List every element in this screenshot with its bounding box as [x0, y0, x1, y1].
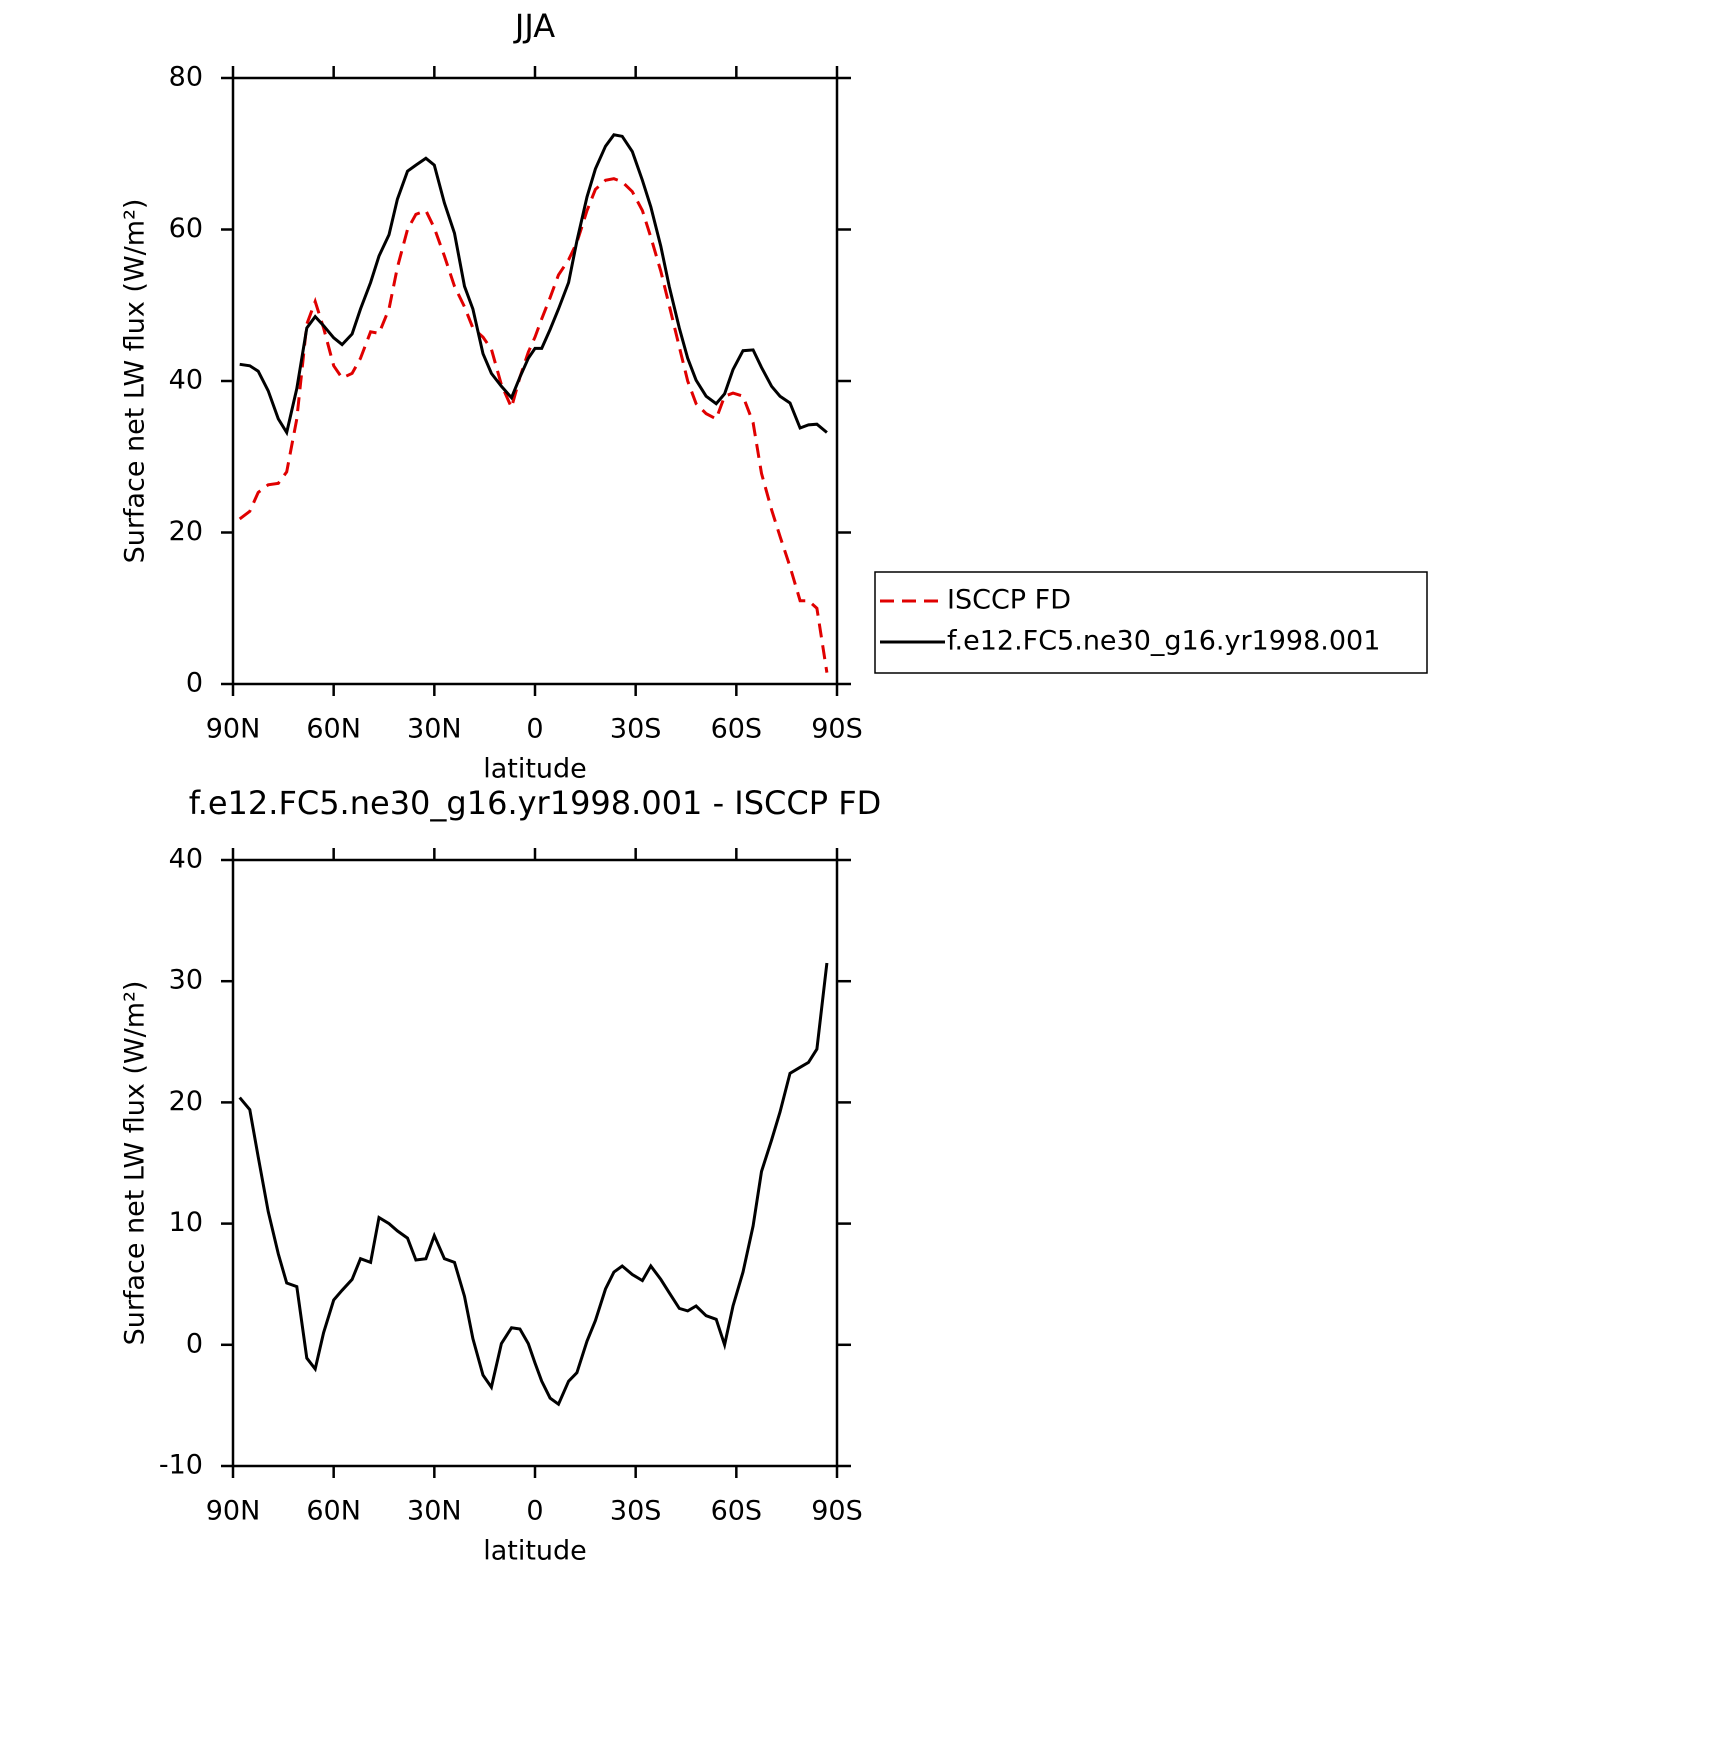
plot-frame — [231, 858, 839, 1468]
x-tick-label: 0 — [526, 1496, 543, 1527]
x-tick-label: 60N — [306, 1496, 361, 1527]
y-tick-label: 0 — [186, 668, 203, 699]
legend-box — [874, 571, 1428, 674]
data-line — [239, 133, 828, 437]
y-tick-label: 40 — [169, 365, 203, 396]
y-tick-label: 30 — [169, 965, 203, 996]
x-tick-label: 90N — [206, 714, 261, 745]
y-tick-label: -10 — [159, 1450, 203, 1481]
x-tick-label: 30S — [610, 714, 662, 745]
y-axis-label: Surface net LW flux (W/m²) — [120, 199, 151, 564]
x-tick-label: 60S — [711, 1496, 763, 1527]
x-tick-label: 90N — [206, 1496, 261, 1527]
y-tick-label: 80 — [169, 62, 203, 93]
legend-label: f.e12.FC5.ne30_g16.yr1998.001 — [947, 626, 1380, 657]
y-tick-label: 40 — [169, 844, 203, 875]
x-tick-label: 90S — [811, 1496, 863, 1527]
x-tick-label: 30N — [407, 714, 462, 745]
y-tick-label: 60 — [169, 213, 203, 244]
x-tick-label: 60N — [306, 714, 361, 745]
y-tick-label: 10 — [169, 1207, 203, 1238]
x-axis-label: latitude — [483, 754, 587, 785]
x-tick-label: 60S — [711, 714, 763, 745]
x-tick-label: 30N — [407, 1496, 462, 1527]
plot-frame — [231, 76, 839, 686]
legend-label: ISCCP FD — [947, 585, 1071, 616]
x-tick-label: 90S — [811, 714, 863, 745]
data-line — [238, 177, 829, 673]
x-axis-label: latitude — [483, 1536, 587, 1567]
y-axis-label: Surface net LW flux (W/m²) — [120, 981, 151, 1346]
legend: ISCCP FD f.e12.FC5.ne30_g16.yr1998.001 — [874, 571, 1428, 674]
x-tick-label: 30S — [610, 1496, 662, 1527]
y-tick-label: 20 — [169, 1086, 203, 1117]
x-tick-label: 0 — [526, 714, 543, 745]
data-line — [238, 962, 829, 1407]
y-tick-label: 0 — [186, 1328, 203, 1359]
chart-title: f.e12.FC5.ne30_g16.yr1998.001 - ISCCP FD — [189, 784, 881, 822]
y-tick-label: 20 — [169, 516, 203, 547]
chart-title: JJA — [513, 7, 555, 45]
